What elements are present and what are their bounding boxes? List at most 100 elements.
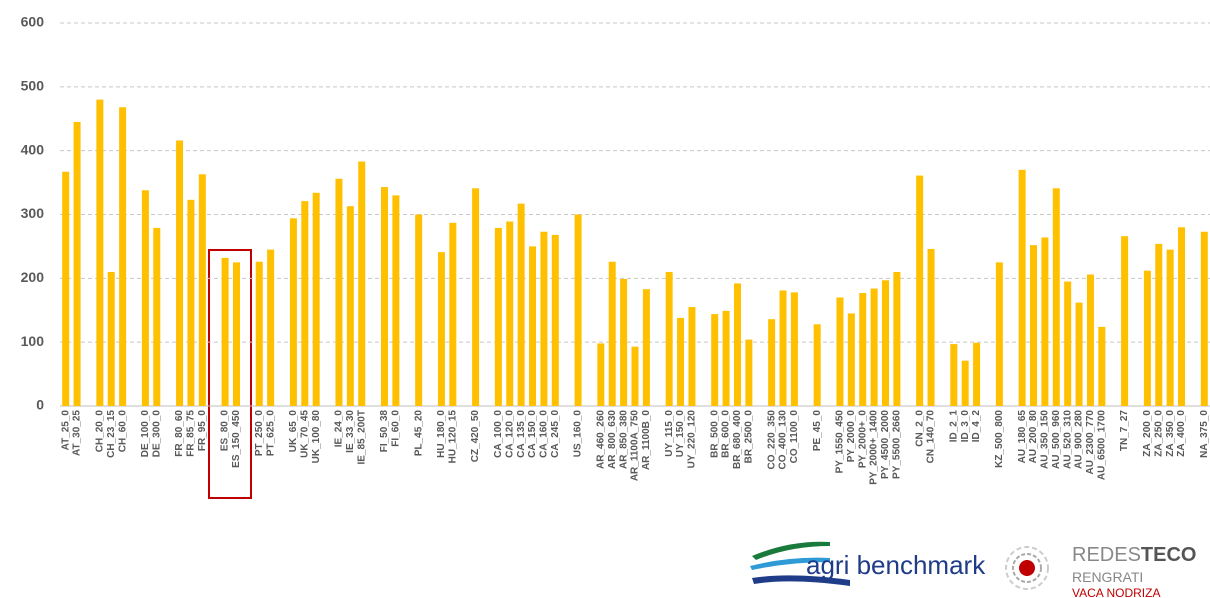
- bar: [472, 188, 480, 406]
- bar: [881, 280, 889, 406]
- bar: [381, 187, 389, 406]
- x-tick-label: BR_600_0: [721, 410, 732, 458]
- x-tick-label: KZ_500_800: [994, 410, 1005, 468]
- x-tick-label: PY_2000+_1400: [869, 410, 880, 485]
- x-tick-label: FI_50_38: [379, 410, 390, 453]
- bar: [517, 203, 525, 406]
- x-tick-label: PY_2000+_0: [857, 410, 868, 469]
- bar: [540, 231, 548, 406]
- x-tick-label: CA_150_0: [527, 410, 538, 458]
- x-tick-label: CA_135_0: [516, 410, 527, 458]
- x-tick-label: AU_180_65: [1017, 410, 1028, 464]
- bar: [221, 257, 229, 406]
- bar: [358, 161, 366, 406]
- bar: [346, 206, 354, 406]
- y-tick-label: 100: [21, 333, 45, 349]
- x-tick-label: DE_300_0: [151, 410, 162, 458]
- bar: [1030, 245, 1038, 406]
- bar: [153, 227, 161, 406]
- logo-ring: [1012, 553, 1042, 583]
- x-tick-label: UK_70_45: [299, 410, 310, 458]
- x-tick-label: PY_5500_2660: [892, 410, 903, 479]
- bar: [1200, 231, 1208, 406]
- bar: [96, 99, 104, 406]
- bar: [198, 174, 206, 406]
- x-tick-label: ES_80_0: [220, 410, 231, 452]
- x-tick-label: CA_100_0: [493, 410, 504, 458]
- x-tick-label: BR_680_400: [732, 410, 743, 469]
- bar: [870, 288, 878, 406]
- bar: [608, 261, 616, 406]
- x-tick-label: CN_2_0: [914, 410, 925, 447]
- bar: [107, 271, 115, 406]
- bar: [1041, 237, 1049, 406]
- bar: [232, 262, 240, 406]
- bar: [62, 171, 70, 406]
- bar: [995, 262, 1003, 406]
- bar: [551, 234, 559, 406]
- x-tick-label: PE_45_0: [812, 410, 823, 452]
- x-tick-label: CA_160_0: [539, 410, 550, 458]
- bar: [1121, 236, 1129, 406]
- bar: [631, 346, 639, 406]
- bar: [73, 121, 81, 407]
- bar: [836, 297, 844, 406]
- x-tick-label: ID_3_0: [960, 410, 971, 443]
- x-tick-label: PL_45_20: [413, 410, 424, 457]
- x-tick-label: HU_120_15: [447, 410, 458, 464]
- bar: [768, 319, 776, 406]
- x-tick-label: PT_250_0: [254, 410, 265, 457]
- x-tick-label: BR_2500_0: [744, 410, 755, 464]
- x-tick-label: AR_460_260: [595, 410, 606, 469]
- bar: [1155, 243, 1163, 406]
- bar: [1143, 270, 1151, 406]
- x-tick-label: CH_23_15: [106, 410, 117, 458]
- x-tick-label: PT_625_0: [265, 410, 276, 457]
- x-tick-label: AU_6500_1700: [1096, 410, 1107, 480]
- logo-name-bold: TECO: [1141, 544, 1197, 566]
- x-tick-label: AR_1100A_750: [630, 410, 641, 482]
- bar: [119, 107, 127, 406]
- y-tick-label: 200: [21, 269, 45, 285]
- bar: [574, 214, 582, 406]
- y-tick-label: 600: [21, 14, 45, 30]
- x-tick-label: CO_220_350: [766, 410, 777, 470]
- bar: [961, 360, 969, 406]
- x-tick-label: FR_85_75: [186, 410, 197, 457]
- bar: [950, 344, 958, 406]
- logo-swoosh: [752, 541, 830, 560]
- x-tick-label: AR_1100B_0: [641, 410, 652, 470]
- x-tick-label: IE_33_30: [345, 410, 356, 453]
- x-tick-label: ES_150_450: [231, 410, 242, 468]
- bar: [392, 195, 400, 406]
- bar: [437, 252, 445, 406]
- bar: [790, 292, 798, 406]
- logo-swoosh: [752, 575, 850, 586]
- logo: agri benchmark REDESTECO RENGRATI VACA N…: [750, 541, 1197, 598]
- x-tick-label: FR_95_0: [197, 410, 208, 452]
- x-tick-label: IE_24_0: [334, 410, 345, 448]
- x-tick-label: ZA_350_0: [1165, 410, 1176, 457]
- x-tick-label: AR_800_630: [607, 410, 618, 469]
- bar: [711, 314, 719, 406]
- bar: [973, 342, 981, 406]
- x-tick-label: UY_115_0: [664, 410, 675, 457]
- bar: [1098, 326, 1106, 406]
- x-tick-label: BR_500_0: [709, 410, 720, 458]
- bar: [1178, 227, 1186, 406]
- y-tick-label: 0: [36, 397, 44, 413]
- x-tick-label: CA_245_0: [550, 410, 561, 458]
- x-tick-label: UK_100_80: [311, 410, 322, 464]
- bar: [1064, 281, 1072, 406]
- bar: [813, 324, 821, 406]
- x-tick-label: PY_1550_450: [835, 410, 846, 474]
- bar: [677, 317, 685, 406]
- x-tick-label: PY_2000_0: [846, 410, 857, 463]
- x-tick-label: AU_2300_770: [1085, 410, 1096, 475]
- bar: [665, 271, 673, 406]
- x-tick-label: IE_85_200T: [356, 410, 367, 465]
- x-tick-label: CA_120_0: [504, 410, 515, 458]
- bar: [916, 175, 924, 406]
